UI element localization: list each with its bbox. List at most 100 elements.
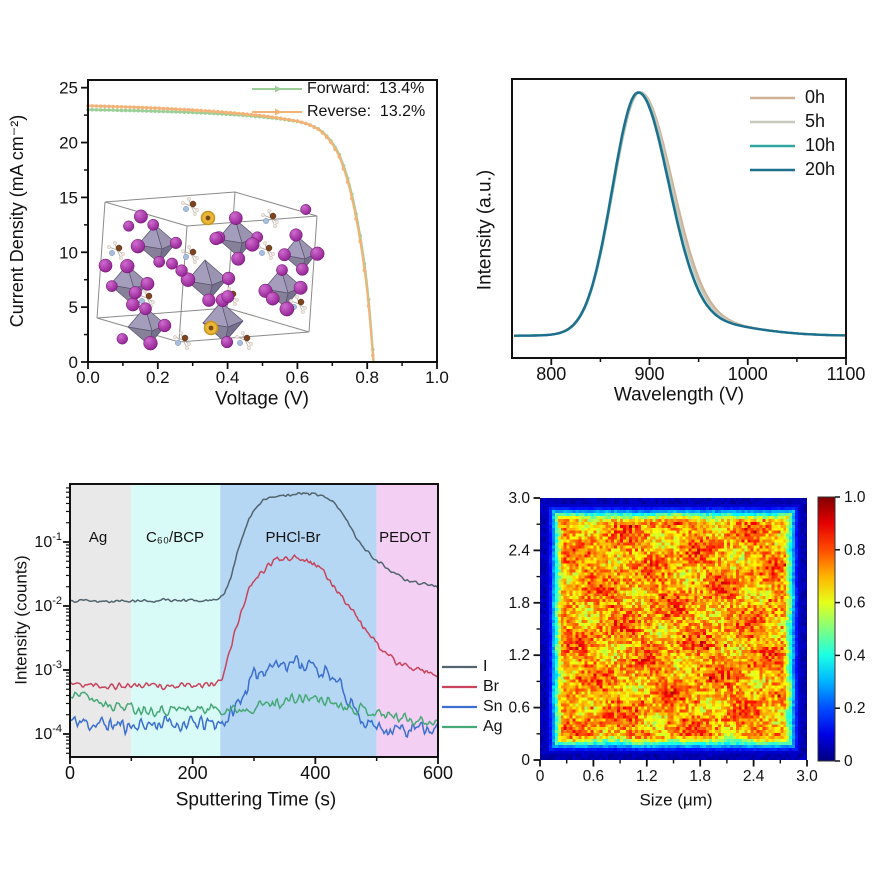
halide-atom [279, 301, 295, 317]
organic-molecule [261, 209, 279, 228]
pl-legend-5h: 5h [805, 111, 826, 132]
halide-atom [245, 237, 260, 252]
map-xlabel: Size (μm) [639, 790, 713, 810]
svg-text:1.2: 1.2 [508, 647, 530, 664]
svg-text:0: 0 [521, 752, 530, 769]
svg-text:10-2: 10-2 [34, 595, 62, 615]
halide-atom [277, 248, 291, 262]
halide-atom [116, 333, 128, 345]
region-label-ag: Ag [88, 528, 108, 546]
organic-molecule [181, 197, 199, 216]
depth-curve-sn [69, 654, 439, 738]
svg-text:0.6: 0.6 [286, 368, 310, 387]
unit-cell-bottom [96, 307, 310, 343]
carbon-atom [189, 248, 197, 256]
halide-atom [228, 211, 243, 225]
carbon-atom [181, 334, 189, 342]
organic-molecule [181, 245, 199, 264]
jv-ylabel: Current Density (mA cm⁻²) [7, 114, 28, 328]
grain-size-map [540, 498, 807, 760]
halide-atom [175, 264, 188, 277]
halide-atom [126, 297, 140, 312]
organic-molecule [235, 331, 253, 350]
unit-cell-edge [96, 201, 106, 319]
carbon-atom [189, 200, 197, 208]
depth-region-cbcp [131, 484, 221, 757]
pl-ylabel: Intensity (a.u.) [474, 169, 496, 291]
doped-atom [200, 210, 216, 226]
pl-legend-0h: 0h [805, 87, 826, 108]
svg-text:1.0: 1.0 [844, 489, 866, 506]
svg-text:1.8: 1.8 [508, 595, 530, 612]
depth-curve-ag [69, 691, 439, 726]
carbon-atom [269, 212, 277, 220]
svg-text:0: 0 [844, 753, 853, 770]
halide-atom [157, 318, 172, 333]
svg-text:10: 10 [59, 243, 78, 262]
svg-text:900: 900 [635, 364, 665, 384]
halide-atom [221, 271, 236, 286]
jv-panel: 0.0 0.2 0.4 0.6 0.8 1.0 0 5 10 15 20 25 [59, 79, 449, 387]
svg-text:0.8: 0.8 [844, 542, 866, 559]
halide-atom [147, 218, 160, 231]
nitrogen-atom [237, 340, 243, 346]
depth-legend-i: I [483, 658, 488, 676]
depth-curve-br [69, 554, 439, 691]
carbon-atom [243, 334, 251, 342]
svg-text:400: 400 [300, 763, 330, 783]
halide-atom [105, 280, 118, 292]
depth-legend-sn: Sn [483, 698, 503, 716]
svg-text:1100: 1100 [827, 364, 866, 384]
carbon-atom [265, 244, 273, 252]
nitrogen-atom [259, 250, 265, 256]
halide-atom [276, 264, 288, 276]
pl-frame [511, 78, 847, 359]
carbon-atom [115, 244, 123, 252]
halide-atom [133, 209, 148, 224]
svg-text:1.8: 1.8 [689, 768, 711, 785]
depth-legend-br: Br [483, 678, 499, 696]
unit-cell-edge [308, 215, 318, 333]
svg-text:20: 20 [59, 134, 78, 153]
svg-text:5: 5 [69, 298, 78, 317]
halide-atom [202, 293, 216, 307]
halide-atom [130, 239, 146, 254]
svg-text:0.6: 0.6 [844, 595, 866, 612]
pl-panel: 800 900 1000 1100 [511, 78, 866, 384]
svg-text:0: 0 [69, 353, 78, 372]
halide-atom [289, 228, 303, 242]
svg-text:25: 25 [59, 79, 78, 98]
jv-legend-marker [275, 108, 282, 116]
svg-text:3.0: 3.0 [796, 768, 818, 785]
organic-molecule [107, 241, 125, 260]
svg-text:0.4: 0.4 [216, 368, 240, 387]
depth-panel: 0 200 400 600 10-1 10-2 10-3 10-4 [34, 483, 477, 783]
nitrogen-atom [109, 250, 115, 256]
region-label-c60-bcp: C₆₀/BCP [145, 528, 205, 546]
jv-legend-reverse: Reverse: 13.2% [307, 103, 426, 121]
halide-atom [98, 258, 113, 273]
svg-text:0.2: 0.2 [146, 368, 170, 387]
depth-region-phclbr [220, 484, 377, 757]
svg-text:2.4: 2.4 [508, 542, 530, 559]
svg-text:0: 0 [65, 763, 75, 783]
svg-text:0.6: 0.6 [583, 768, 605, 785]
svg-text:10-4: 10-4 [34, 723, 62, 743]
depth-region-pedot [376, 484, 438, 757]
halide-atom [166, 257, 178, 270]
halide-atom [209, 232, 223, 246]
nitrogen-atom [263, 218, 269, 224]
svg-text:0.0: 0.0 [76, 368, 100, 387]
svg-text:1000: 1000 [728, 364, 768, 384]
map-panel: 0 0.6 1.2 1.8 2.4 3.0 0 0.6 1.2 1.8 2.4 3.0 0 0.2 0.4 0… [508, 489, 865, 785]
svg-text:800: 800 [536, 364, 566, 384]
halide-atom [128, 286, 142, 300]
svg-text:0.8: 0.8 [355, 368, 379, 387]
nitrogen-atom [175, 340, 181, 346]
svg-text:10-3: 10-3 [34, 659, 62, 679]
svg-text:3.0: 3.0 [508, 490, 530, 507]
svg-text:0: 0 [536, 768, 545, 785]
svg-text:1.0: 1.0 [425, 368, 449, 387]
depth-legend-ag: Ag [483, 718, 503, 736]
carbon-atom [297, 298, 305, 306]
